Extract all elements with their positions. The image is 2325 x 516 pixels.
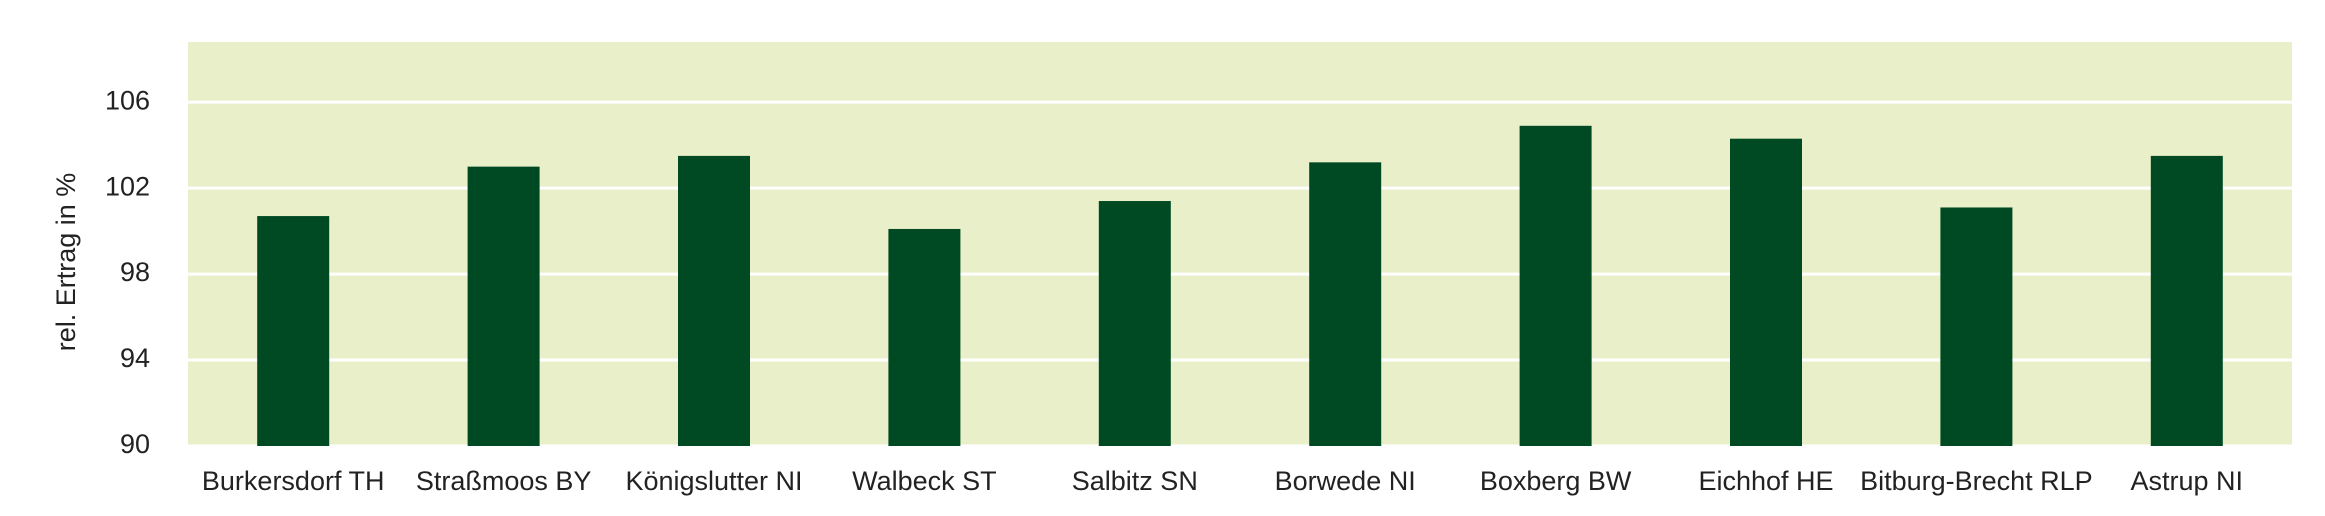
bar [888, 228, 961, 446]
x-tick-label: Walbeck ST [852, 466, 997, 496]
bar [1309, 162, 1382, 446]
bar [1519, 125, 1592, 447]
bar [678, 155, 750, 446]
y-axis-label: rel. Ertrag in % [51, 173, 81, 352]
bar [1940, 207, 2013, 446]
bar [1730, 138, 1802, 446]
x-tick-label: Burkersdorf TH [202, 466, 385, 496]
y-tick-label: 90 [120, 429, 150, 459]
x-tick-label: Bitburg-Brecht RLP [1860, 466, 2093, 496]
y-tick-label: 106 [105, 85, 150, 115]
y-tick-label: 98 [120, 257, 150, 287]
bar [467, 166, 540, 446]
y-tick-label: 102 [105, 171, 150, 201]
x-tick-label: Borwede NI [1275, 466, 1416, 496]
x-tick-label: Königslutter NI [625, 466, 802, 496]
x-tick-label: Salbitz SN [1072, 466, 1198, 496]
y-tick-label: 94 [120, 343, 150, 373]
bar [257, 216, 330, 446]
bar [1098, 201, 1171, 446]
x-tick-label: Astrup NI [2131, 466, 2244, 496]
x-tick-label: Straßmoos BY [416, 466, 592, 496]
x-tick-label: Boxberg BW [1480, 466, 1632, 496]
x-tick-label: Eichhof HE [1698, 466, 1833, 496]
bar [2150, 155, 2223, 446]
